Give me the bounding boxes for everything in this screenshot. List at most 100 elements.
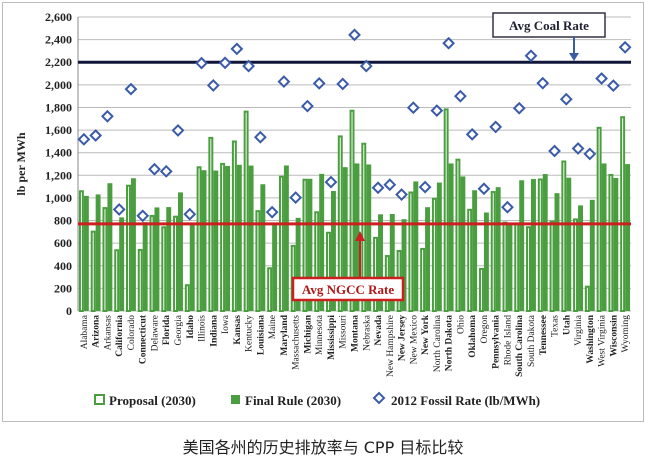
final-rule-bar: [330, 191, 336, 311]
x-tick-label: Washington: [586, 314, 596, 363]
proposal-bar: [596, 126, 602, 312]
avg-coal-rate-label-box: [492, 12, 606, 38]
proposal-bar: [608, 173, 614, 312]
fossil-rate-marker: [371, 181, 385, 195]
proposal-bar: [102, 207, 108, 313]
final-rule-bar: [107, 183, 113, 311]
fossil-rate-marker: [383, 178, 397, 192]
y-tick-label: 600: [54, 236, 72, 250]
x-tick-label: Nebraska: [362, 314, 372, 351]
x-tick-label: Michigan: [303, 314, 313, 353]
x-tick-label: Florida: [162, 315, 172, 345]
chart-frame: 0 200 400 600 800 1,000 1,200 1,400 1,600 1,800 2,…: [2, 2, 644, 422]
final-rule-bar: [283, 165, 289, 311]
y-tick-label: 1,000: [45, 191, 72, 205]
proposal-bar: [620, 116, 626, 312]
proposal-bar: [408, 191, 414, 313]
fossil-rate-marker: [195, 56, 208, 70]
x-tick-label: New York: [421, 314, 431, 355]
proposal-bar: [114, 249, 120, 313]
final-rule-bar: [483, 212, 489, 311]
final-rule-bar: [495, 187, 501, 311]
x-tick-label: Wisconsin: [609, 314, 619, 356]
proposal-bar: [137, 248, 143, 312]
fossil-rate-marker: [77, 132, 91, 146]
final-rule-bar: [366, 164, 372, 311]
final-rule-bar: [248, 165, 254, 311]
y-tick-label: 0: [66, 304, 72, 318]
x-tick-label: Georgia: [174, 314, 184, 345]
fossil-rate-marker: [136, 209, 150, 223]
final-rule-bar: [272, 222, 278, 311]
proposal-bar: [278, 175, 284, 312]
proposal-bar: [431, 197, 437, 313]
proposal-bar: [549, 220, 555, 312]
x-tick-label: Ohio: [456, 315, 466, 334]
x-tick-label: Montana: [351, 315, 361, 352]
fossil-rate-marker: [289, 191, 303, 204]
fossil-rate-marker: [301, 99, 314, 113]
fossil-rate-marker: [465, 127, 479, 141]
fossil-rate-marker: [312, 76, 326, 90]
final-rule-bar: [472, 190, 478, 311]
x-tick-label: Tennessee: [539, 315, 549, 355]
fossil-rate-marker: [559, 92, 573, 106]
fossil-rate-marker: [477, 182, 491, 196]
final-rule-bar: [589, 199, 595, 311]
fossil-rate-marker: [183, 207, 197, 221]
final-rule-bar: [342, 167, 348, 311]
x-tick-label: Kansas: [233, 315, 243, 345]
proposal-bar: [478, 267, 484, 313]
proposal-bar: [196, 166, 202, 312]
x-tick-label: North Dakota: [445, 315, 455, 371]
fossil-rate-marker: [324, 175, 338, 189]
final-rule-bar: [225, 165, 231, 311]
final-rule-bar: [554, 193, 560, 311]
x-tick-label: Virginia: [574, 314, 584, 346]
proposal-bar: [443, 108, 449, 312]
proposal-bar: [302, 178, 308, 312]
fossil-rate-marker: [265, 205, 279, 219]
proposal-bar: [184, 284, 190, 313]
final-rule-bar: [142, 222, 148, 311]
x-tick-label: Nevada: [374, 315, 384, 346]
final-rule-bar: [601, 163, 607, 311]
proposal-bar: [467, 208, 473, 313]
y-tick-label: 1,200: [45, 168, 72, 182]
final-rule-bar: [625, 164, 631, 311]
final-rule-bar: [119, 217, 125, 311]
fossil-rate-marker: [218, 56, 232, 70]
final-rule-bar: [542, 174, 548, 311]
final-rule-bar: [130, 178, 136, 311]
x-tick-label: Connecticut: [139, 314, 149, 364]
fossil-rate-marker: [595, 72, 608, 85]
legend-final-rule-label: Final Rule (2030): [245, 393, 341, 408]
final-rule-bar: [530, 179, 536, 311]
final-rule-bar: [154, 207, 160, 311]
fossil-rate-marker: [524, 49, 538, 63]
proposal-bar: [502, 221, 508, 313]
final-rule-bar: [401, 219, 407, 311]
final-rule-bar: [178, 192, 183, 311]
proposal-bar: [490, 191, 496, 312]
final-rule-bar: [425, 207, 431, 311]
fossil-rate-marker: [277, 75, 291, 88]
final-rule-bar: [319, 173, 325, 311]
coal-arrow-head: [569, 53, 579, 61]
proposal-bar: [149, 214, 155, 313]
emissions-chart: 0 200 400 600 800 1,000 1,200 1,400 1,600 1,800 2,…: [14, 10, 632, 408]
proposal-bar: [361, 142, 367, 312]
x-tick-label: Wyoming: [621, 315, 631, 353]
proposal-bar: [78, 190, 84, 312]
legend-fossil-swatch: [372, 391, 386, 405]
legend-fossil-label: 2012 Fossil Rate (lb/MWh): [391, 393, 540, 408]
proposal-bar: [573, 218, 579, 313]
final-rule-bar: [378, 214, 383, 311]
final-rule-bar: [519, 180, 525, 311]
fossil-rate-marker: [453, 89, 467, 103]
y-tick-label: 200: [54, 281, 72, 295]
x-tick-label: Iowa: [221, 314, 231, 334]
y-tick-label: 2,400: [45, 33, 72, 47]
x-tick-label: Illinois: [198, 315, 208, 342]
fossil-rate-marker: [571, 142, 585, 155]
